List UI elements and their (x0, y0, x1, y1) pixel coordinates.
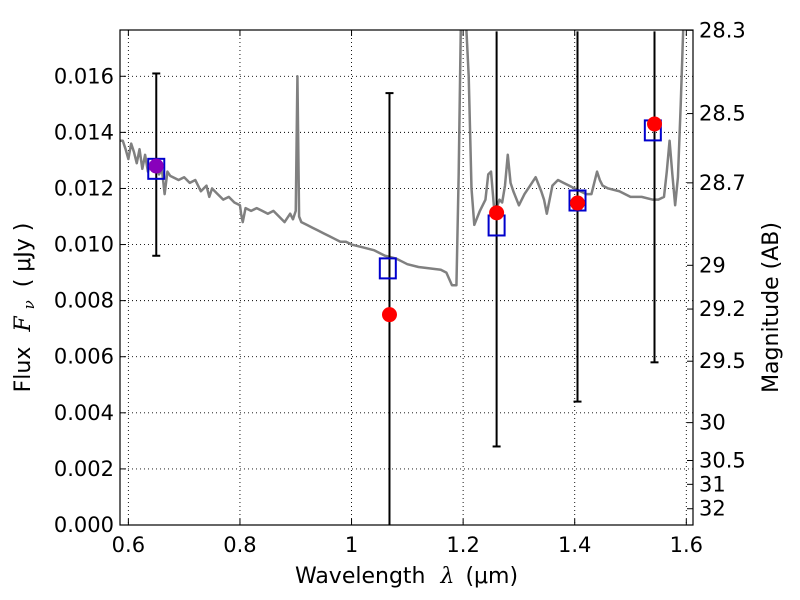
y-tick-label: 0.006 (54, 345, 114, 369)
y-tick-label: 0.012 (54, 176, 114, 200)
x-tick-label: 1.4 (558, 533, 591, 557)
observed-photometry-point (148, 158, 164, 174)
y2-tick-label: 32 (699, 497, 726, 521)
y2-tick-label: 29.5 (699, 349, 746, 373)
tick-layer: 0.6 0.8 1 1.2 1.4 1.6 0.000 0.002 0.004 0.006 0.00… (54, 18, 746, 557)
plot-frame (119, 29, 694, 526)
y2-axis-title: Magnitude (AB) (759, 222, 784, 393)
y2-tick-label: 29.2 (699, 297, 746, 321)
y-tick-label: 0.000 (54, 513, 114, 537)
y2-tick-label: 31 (699, 472, 726, 496)
y-axis-title-subscript: ν (20, 300, 38, 309)
y2-tick-label: 28.7 (699, 171, 746, 195)
x-tick-label: 1 (345, 533, 358, 557)
x-tick-label: 1.2 (446, 533, 479, 557)
errorbar-layer (152, 31, 659, 525)
y2-tick-label: 28.5 (699, 102, 746, 126)
y-tick-label: 0.004 (54, 401, 114, 425)
x-tick-label: 0.6 (112, 533, 145, 557)
y-tick-label: 0.008 (54, 289, 114, 313)
x-tick-label: 1.6 (670, 533, 703, 557)
y-axis-title-unit: ( μJy ) (11, 223, 36, 288)
observed-photometry-point (489, 205, 505, 221)
observed-photometry-point (570, 195, 586, 211)
observed-photometry-point (647, 116, 663, 132)
y-axis-title: Flux F ν ( μJy ) (11, 223, 40, 393)
x-axis-title: Wavelength λ (μm) (295, 564, 518, 589)
y-tick-label: 0.010 (54, 233, 114, 257)
x-axis-title-unit: (μm) (465, 564, 518, 589)
y2-tick-label: 30 (699, 411, 726, 435)
y-tick-label: 0.016 (54, 64, 114, 88)
observed-photometry-layer (148, 116, 663, 323)
y2-tick-label: 28.3 (699, 18, 746, 42)
x-axis-title-symbol: λ (439, 564, 454, 589)
observed-photometry-point (381, 307, 397, 323)
model-spectrum-line (120, 30, 685, 287)
model-photometry-square (378, 257, 397, 280)
y-tick-label: 0.014 (54, 120, 114, 144)
y-axis-title-symbol: F (11, 316, 36, 333)
y-tick-label: 0.002 (54, 457, 114, 481)
y2-tick-label: 30.5 (699, 448, 746, 472)
x-tick-label: 0.8 (223, 533, 256, 557)
spectrum-layer (120, 30, 685, 287)
y-axis-title-prefix: Flux (11, 347, 36, 393)
grid-layer (120, 30, 693, 526)
x-axis-title-prefix: Wavelength (295, 564, 426, 589)
y2-tick-label: 29 (699, 253, 726, 277)
